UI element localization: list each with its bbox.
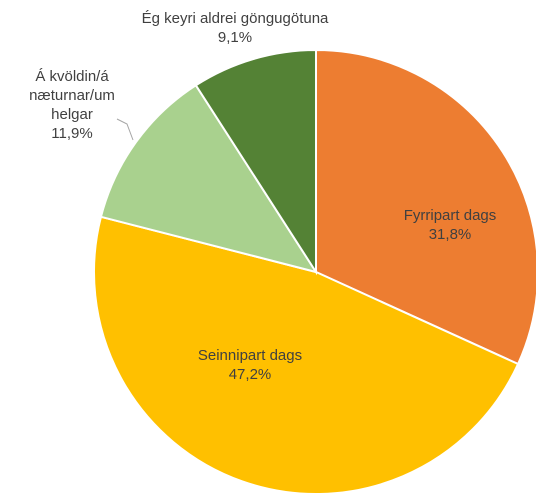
pie-slice [93, 215, 520, 494]
category-label: Á kvöldin/á næturnar/um helgar [29, 68, 115, 123]
slice-label: Fyrripart dags 31,8% [370, 206, 530, 244]
value-label: 11,9% [51, 125, 93, 142]
leader-line [116, 118, 134, 141]
value-label: 31,8% [428, 226, 472, 243]
pie-slice [194, 48, 317, 276]
pie-slice [99, 83, 319, 274]
category-label: Seinnipart dags [197, 347, 303, 364]
pie-slice [315, 48, 536, 366]
value-label: 47,2% [228, 366, 272, 383]
value-label: 9,1% [217, 29, 253, 46]
slice-label: Seinnipart dags 47,2% [170, 346, 330, 384]
category-label: Fyrripart dags [403, 207, 497, 224]
slice-label: Ég keyri aldrei göngugötuna 9,1% [105, 9, 365, 47]
category-label: Ég keyri aldrei göngugötuna [141, 10, 329, 27]
slice-label: Á kvöldin/á næturnar/um helgar 11,9% [16, 67, 128, 143]
